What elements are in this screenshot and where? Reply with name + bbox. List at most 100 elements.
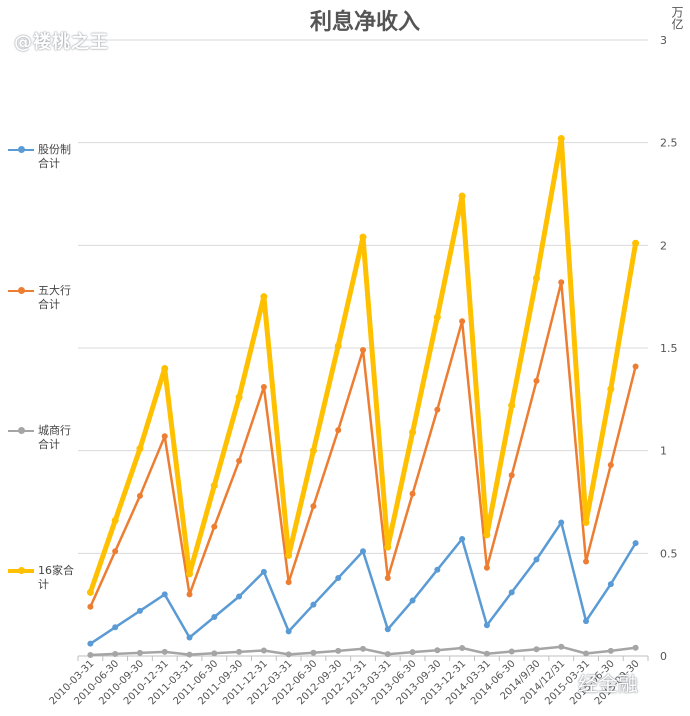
data-point	[111, 516, 119, 524]
legend-label: 城商行 合计	[38, 424, 71, 451]
data-point	[335, 647, 342, 654]
data-point	[558, 643, 565, 650]
data-point	[136, 649, 143, 656]
data-point	[136, 445, 144, 453]
data-point	[433, 313, 441, 321]
data-point	[161, 433, 168, 440]
data-point	[161, 648, 168, 655]
watermark-top-left: @褛桃之王	[14, 32, 109, 53]
data-point	[285, 579, 292, 586]
data-point	[334, 342, 342, 350]
legend-label: 16家合 计	[38, 564, 74, 591]
data-point	[409, 649, 416, 656]
data-point	[483, 650, 490, 657]
data-point	[632, 644, 639, 651]
data-point	[557, 135, 565, 143]
data-point	[161, 591, 168, 598]
y-tick-label: 1.5	[660, 342, 678, 355]
data-point	[360, 347, 366, 354]
data-point	[508, 401, 516, 409]
data-point	[459, 535, 466, 542]
series-line	[87, 136, 639, 595]
data-point	[186, 651, 193, 658]
data-point	[310, 503, 317, 510]
data-point	[335, 427, 342, 434]
data-point	[583, 558, 590, 565]
legend-marker	[18, 567, 25, 574]
data-point	[607, 581, 614, 588]
data-point	[632, 239, 640, 247]
axes	[77, 655, 649, 661]
data-point	[360, 548, 366, 555]
data-point	[186, 591, 193, 598]
data-point	[285, 628, 292, 635]
data-point	[583, 618, 590, 625]
data-point	[87, 651, 94, 658]
data-point	[236, 457, 243, 464]
data-point	[434, 406, 441, 413]
data-point	[632, 540, 639, 547]
data-point	[360, 645, 366, 652]
data-point	[533, 377, 540, 384]
data-point	[409, 490, 416, 497]
data-point	[86, 588, 94, 596]
series-0	[87, 519, 639, 647]
y-tick-labels: 0 0.5 1 1.5 2 2.5 3	[660, 34, 678, 663]
watermark-bottom-right: 经金融	[578, 672, 638, 696]
y-tick-label: 1	[660, 445, 667, 458]
data-point	[607, 385, 615, 393]
data-point	[409, 428, 417, 436]
data-point	[532, 274, 540, 282]
data-point	[309, 447, 317, 455]
data-point	[260, 384, 267, 391]
data-point	[508, 589, 515, 596]
data-point	[285, 651, 292, 658]
series-lines	[86, 135, 640, 658]
data-point	[161, 365, 169, 373]
data-point	[583, 650, 590, 657]
data-point	[459, 644, 466, 651]
data-point	[87, 640, 94, 647]
data-point	[558, 279, 565, 286]
data-point	[310, 649, 317, 656]
data-point	[508, 648, 515, 655]
data-point	[211, 650, 218, 657]
data-point	[434, 566, 441, 573]
data-point	[508, 472, 515, 479]
data-point	[211, 613, 218, 620]
data-point	[236, 648, 243, 655]
data-point	[607, 647, 614, 654]
data-point	[260, 647, 267, 654]
data-point	[87, 603, 94, 610]
legend-label: 五大行 合计	[38, 284, 71, 311]
data-point	[112, 624, 119, 631]
data-point	[136, 607, 143, 614]
data-point	[112, 548, 119, 555]
data-point	[260, 568, 267, 575]
data-point	[186, 570, 194, 578]
legend-label: 股份制 合计	[38, 143, 71, 170]
y-axis-unit: 万亿	[670, 6, 684, 30]
data-point	[483, 622, 490, 629]
data-point	[211, 523, 218, 530]
data-point	[632, 363, 639, 370]
data-point	[359, 233, 367, 241]
data-point	[235, 393, 243, 401]
data-point	[260, 293, 268, 301]
data-point	[112, 650, 119, 657]
data-point	[409, 597, 416, 604]
series-2	[87, 643, 639, 658]
y-tick-label: 3	[660, 34, 667, 47]
legend-marker	[18, 146, 25, 153]
data-point	[483, 564, 490, 571]
data-point	[384, 651, 391, 658]
legend-marker	[18, 427, 25, 434]
data-point	[533, 646, 540, 653]
data-point	[607, 462, 614, 469]
y-tick-label: 0.5	[660, 547, 678, 560]
data-point	[136, 492, 143, 499]
data-point	[210, 482, 218, 490]
data-point	[310, 601, 317, 608]
series-1	[87, 279, 639, 610]
